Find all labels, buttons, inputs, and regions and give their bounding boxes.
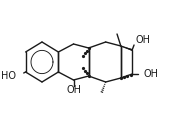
Text: OH: OH xyxy=(136,35,151,45)
Text: OH: OH xyxy=(144,69,159,79)
Text: OH: OH xyxy=(66,85,81,95)
Polygon shape xyxy=(121,46,132,51)
Text: HO: HO xyxy=(1,71,16,81)
